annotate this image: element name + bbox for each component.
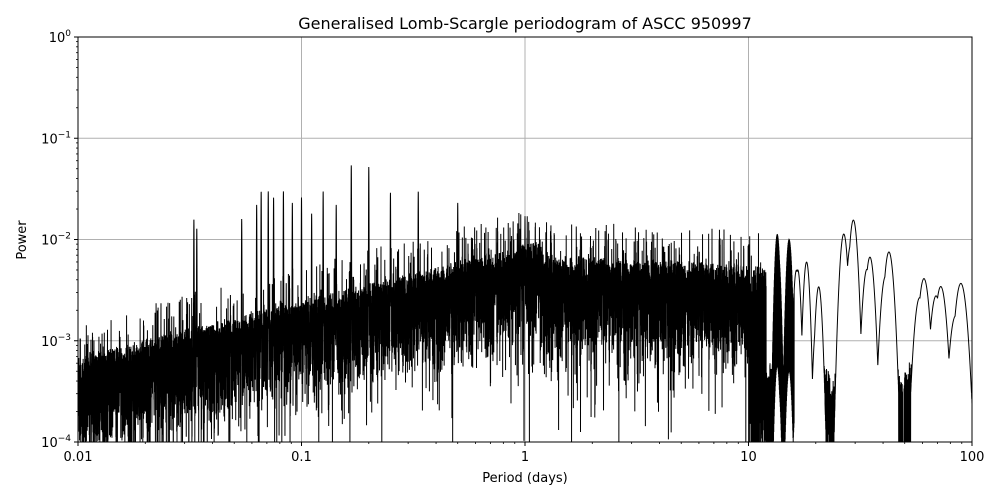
data-layer (78, 165, 972, 442)
x-tick-label: 100 (960, 450, 985, 465)
y-axis-label: Power (15, 220, 30, 260)
x-axis-label: Period (days) (482, 471, 568, 486)
periodogram-line (78, 165, 972, 442)
x-tick-label: 1 (521, 450, 529, 465)
x-tick-label: 0.1 (291, 450, 312, 465)
x-tick-label: 0.01 (64, 450, 93, 465)
chart-title: Generalised Lomb-Scargle periodogram of … (298, 14, 752, 33)
x-tick-label: 10 (740, 450, 757, 465)
